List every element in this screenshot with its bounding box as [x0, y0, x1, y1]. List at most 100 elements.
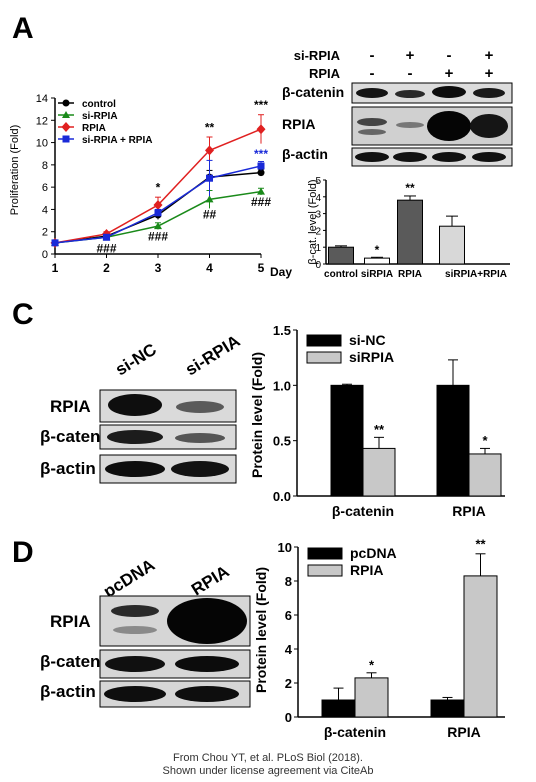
series-point: [62, 99, 70, 107]
bar: [436, 384, 470, 497]
blot-d: pcDNA RPIA RPIA β-catenin β-actin: [40, 555, 251, 708]
series-point: [206, 174, 213, 182]
blot-c-band-label-bcatenin: β-catenin: [40, 427, 116, 446]
significance-mark: ##: [203, 207, 217, 221]
blot-a-sign: -: [370, 65, 375, 82]
blot-d-band-label-rpia: RPIA: [50, 612, 91, 631]
bar: [439, 225, 465, 265]
blot-a-band: [432, 86, 466, 98]
series-point: [103, 233, 110, 241]
blot-c-band-label-rpia: RPIA: [50, 397, 91, 416]
y-tick-label: 1.5: [273, 323, 291, 338]
blot-a-row-label-rpia: RPIA: [309, 66, 341, 81]
legend-swatch: [306, 334, 342, 347]
y-tick-label: 6: [42, 182, 48, 194]
blot-d-band: [175, 686, 239, 702]
blot-d-band: [111, 605, 159, 617]
series-point: [61, 122, 71, 132]
blot-a-band: [472, 152, 506, 162]
bar: [397, 199, 423, 265]
legend-label: RPIA: [350, 562, 383, 578]
legend-swatch: [307, 547, 343, 560]
x-tick-label: 5: [258, 261, 265, 275]
series-point: [257, 169, 265, 177]
blot-a-band-label-bcatenin: β-catenin: [282, 84, 344, 100]
panel-d-y-label: Protein level (Fold): [253, 567, 269, 693]
bar: [354, 677, 389, 718]
blot-a-band: [355, 152, 389, 162]
bar: [468, 453, 502, 497]
blot-a-band: [470, 114, 508, 138]
proliferation-x-label: Day: [270, 265, 292, 279]
y-tick-label: 0.0: [273, 489, 291, 504]
blot-a-band: [395, 90, 425, 98]
blot-a-band-label-bactin: β-actin: [282, 146, 328, 162]
y-tick-label: 12: [36, 115, 48, 127]
blot-a-sign: +: [485, 65, 494, 82]
legend-label: si-RPIA + RPIA: [82, 135, 152, 146]
blot-d-lane-label-rpia: RPIA: [188, 562, 233, 600]
blot-d-band: [175, 656, 239, 672]
blot-a-signs: - + - +- - + +: [370, 47, 494, 82]
y-tick-label: 2: [315, 226, 321, 237]
series-point: [153, 199, 163, 210]
significance-mark: **: [405, 181, 415, 195]
series-point: [256, 124, 266, 135]
y-tick-label: 4: [285, 642, 293, 657]
series-point: [62, 111, 70, 118]
significance-mark: *: [369, 657, 375, 672]
panel-c-bars: β-catenin RPIA***: [330, 359, 502, 519]
y-tick-label: 8: [42, 160, 48, 172]
blot-a-strip-bcatenin: [351, 82, 513, 104]
bar: [362, 447, 396, 497]
series-point: [257, 187, 265, 195]
panel-c-y-label: Protein level (Fold): [249, 352, 265, 478]
blot-a-band: [396, 122, 424, 128]
blot-c-band: [107, 430, 163, 444]
y-tick-label: 3: [315, 210, 321, 221]
legend-label: pcDNA: [350, 545, 397, 561]
bar: [328, 246, 354, 265]
blot-c-band: [176, 401, 224, 413]
blot-a-sign: +: [485, 47, 494, 64]
blot-a-band: [358, 129, 386, 135]
bar: [364, 257, 390, 265]
series-point: [205, 195, 214, 203]
series-point: [154, 209, 162, 217]
blot-a-sign: +: [445, 65, 454, 82]
blot-d-band: [105, 656, 165, 672]
legend-label: si-RPIA: [82, 111, 118, 122]
legend-label: siRPIA: [349, 349, 394, 365]
y-tick-label: 6: [285, 608, 292, 623]
y-tick-label: 0.5: [273, 434, 291, 449]
blot-d-band: [113, 626, 157, 634]
blot-a-band: [432, 152, 466, 162]
panel-letter-c: C: [12, 298, 34, 331]
y-tick-label: 0: [285, 710, 292, 725]
proliferation-y-label: Proliferation (Fold): [9, 125, 21, 215]
y-tick-label: 14: [36, 93, 48, 105]
y-tick-label: 4: [42, 204, 48, 216]
blot-d-band-label-bcatenin: β-catenin: [40, 652, 116, 671]
credit-line-2: Shown under license agreement via CiteAb: [163, 765, 374, 777]
significance-mark: ###: [148, 230, 168, 244]
blot-c-lane-label-si-rpia: si-RPIA: [182, 331, 243, 379]
x-tick-label: siRPIA: [361, 269, 393, 280]
blot-d-band: [104, 686, 166, 702]
bar: [430, 699, 465, 718]
proliferation-series: [50, 114, 266, 248]
legend-label: si-NC: [349, 332, 386, 348]
significance-mark: ***: [254, 147, 268, 161]
y-tick-label: 2: [285, 676, 292, 691]
significance-mark: *: [482, 433, 488, 448]
blot-d-band: [167, 598, 247, 644]
y-tick-label: 0: [315, 260, 321, 271]
series-point: [205, 145, 214, 156]
series-point: [257, 162, 265, 170]
